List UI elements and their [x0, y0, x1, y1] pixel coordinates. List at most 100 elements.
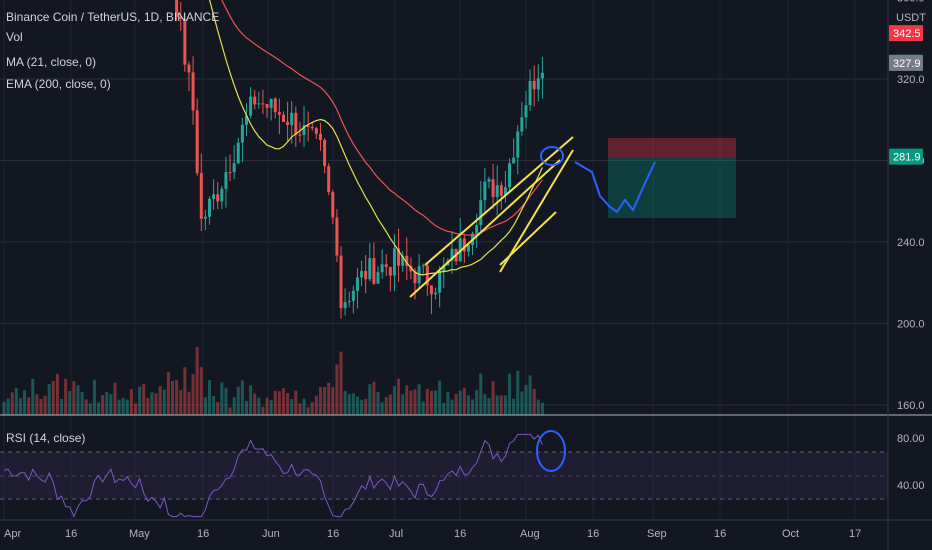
volume-bar — [72, 381, 76, 415]
currency-label: USDT — [896, 12, 926, 24]
volume-bar — [425, 388, 429, 415]
volume-bar — [508, 373, 512, 415]
volume-bar — [409, 390, 413, 415]
candle — [216, 181, 220, 210]
volume-bar — [240, 380, 244, 415]
symbol-title[interactable]: Binance Coin / TetherUS, 1D, BINANCE — [6, 10, 220, 24]
svg-text:281.9: 281.9 — [893, 152, 921, 164]
ema-legend[interactable]: EMA (200, close, 0) — [6, 77, 111, 91]
volume-bar — [150, 392, 154, 415]
volume-bar — [162, 389, 166, 415]
time-axis[interactable]: Apr 16 May 16 Jun 16 Jul 16 Aug 16 Sep 16 Oct 17 — [4, 528, 861, 540]
volume-bar — [405, 385, 409, 415]
volume-bar — [253, 393, 257, 415]
volume-bar — [244, 400, 248, 415]
volume-bar — [446, 391, 450, 415]
candle — [512, 138, 516, 164]
candle — [277, 98, 281, 135]
volume-bar — [199, 367, 203, 415]
volume-bar — [277, 391, 281, 415]
candle — [339, 246, 343, 319]
volume-bars — [2, 346, 544, 415]
candle — [228, 154, 232, 182]
candle — [343, 288, 347, 316]
candle — [421, 263, 425, 276]
volume-bar — [220, 382, 224, 415]
candle — [265, 104, 269, 118]
grid — [0, 0, 888, 520]
volume-bar — [191, 374, 195, 415]
candle — [401, 251, 405, 272]
volume-bar — [306, 407, 310, 415]
volume-bar — [450, 399, 454, 415]
volume-bar — [105, 391, 109, 415]
projection-drawing — [574, 161, 656, 214]
candle — [253, 90, 257, 110]
volume-bar — [228, 407, 232, 415]
top-circle-drawing — [540, 146, 564, 166]
candle — [520, 101, 524, 136]
volume-bar — [129, 389, 133, 415]
candle — [536, 64, 540, 102]
volume-bar — [442, 402, 446, 415]
price-tag: 327.9 — [889, 54, 923, 71]
volume-bar — [302, 398, 306, 415]
volume-bar — [35, 394, 39, 415]
volume-bar — [269, 400, 273, 415]
time-tick: 16 — [454, 528, 466, 540]
svg-text:342.5: 342.5 — [893, 28, 921, 40]
volume-bar — [380, 402, 384, 415]
volume-bar — [265, 397, 269, 415]
volume-bar — [454, 393, 458, 415]
vol-legend[interactable]: Vol — [6, 30, 23, 44]
volume-bar — [413, 389, 417, 415]
volume-bar — [10, 392, 14, 415]
wedge-drawing — [409, 136, 574, 298]
candle — [508, 158, 512, 194]
volume-bar — [175, 379, 179, 415]
volume-bar — [257, 397, 261, 415]
volume-bar — [327, 382, 331, 415]
volume-bar — [195, 346, 199, 415]
candle — [281, 111, 285, 123]
volume-bar — [376, 391, 380, 415]
candle — [244, 103, 248, 136]
volume-bar — [224, 387, 228, 415]
volume-bar — [388, 394, 392, 415]
volume-bar — [421, 401, 425, 415]
time-tick: 16 — [197, 528, 209, 540]
volume-bar — [368, 384, 372, 415]
volume-bar — [92, 379, 96, 415]
volume-bar — [462, 387, 466, 415]
volume-bar — [351, 393, 355, 415]
price-tick: 200.0 — [897, 319, 925, 331]
volume-bar — [438, 380, 442, 415]
candle — [355, 268, 359, 309]
time-tick: May — [129, 528, 150, 540]
candle — [384, 254, 388, 276]
candle — [195, 98, 199, 176]
time-tick: 16 — [587, 528, 599, 540]
volume-bar — [97, 402, 101, 415]
volume-bar — [524, 384, 528, 415]
volume-bar — [134, 403, 138, 415]
volume-bar — [364, 398, 368, 415]
candle — [413, 267, 417, 300]
volume-bar — [495, 395, 499, 415]
volume-bar — [171, 380, 175, 415]
rsi-tick: 80.00 — [897, 433, 925, 445]
volume-bar — [471, 399, 475, 415]
volume-bar — [540, 402, 544, 415]
stop-zone — [608, 138, 736, 158]
ma-legend[interactable]: MA (21, close, 0) — [6, 55, 97, 69]
volume-bar — [142, 383, 146, 415]
candle — [397, 228, 401, 282]
candle — [310, 121, 314, 131]
candle — [532, 65, 536, 107]
candle — [314, 127, 318, 140]
volume-bar — [536, 399, 540, 415]
rsi-legend[interactable]: RSI (14, close) — [6, 431, 86, 445]
volume-bar — [503, 395, 507, 415]
